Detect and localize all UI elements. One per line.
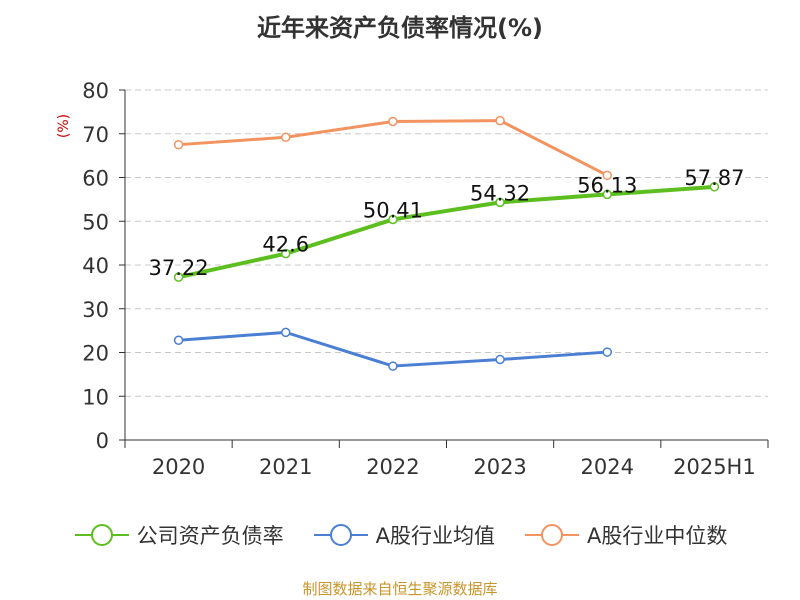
legend-item[interactable]: A股行业均值 bbox=[312, 520, 495, 550]
data-point bbox=[602, 189, 612, 200]
series-points bbox=[173, 115, 720, 371]
x-tick-label: 2022 bbox=[366, 455, 419, 479]
x-tick-label: 2021 bbox=[259, 455, 312, 479]
data-point bbox=[495, 197, 505, 208]
x-tick-label: 2020 bbox=[152, 455, 205, 479]
data-point bbox=[173, 335, 184, 345]
data-point bbox=[281, 248, 291, 259]
y-tick-label: 80 bbox=[82, 79, 109, 103]
y-tick-label: 20 bbox=[82, 342, 109, 366]
data-point bbox=[173, 272, 184, 282]
data-label: 50.41 bbox=[363, 198, 423, 222]
data-point bbox=[281, 327, 291, 338]
axes: 0 10 20 30 40 50 60 70 80 2020 2021 2022 2023 2024 202… bbox=[82, 79, 769, 479]
data-point bbox=[173, 139, 184, 150]
legend: 公司资产负债率 A股行业均值 A股行业中位数 bbox=[0, 520, 800, 550]
x-tick-label: 2024 bbox=[581, 455, 634, 479]
data-label: 54.32 bbox=[470, 181, 530, 205]
data-point bbox=[495, 354, 505, 365]
series-line bbox=[178, 184, 715, 280]
grid-lines bbox=[125, 89, 768, 397]
data-label: 42.6 bbox=[262, 233, 309, 257]
data-label: 57.87 bbox=[684, 166, 744, 190]
y-tick-label: 0 bbox=[96, 429, 109, 453]
legend-label: A股行业均值 bbox=[375, 524, 495, 548]
legend-marker bbox=[313, 524, 368, 546]
legend-item[interactable]: A股行业中位数 bbox=[523, 520, 727, 550]
source-note: 制图数据来自恒生聚源数据库 bbox=[302, 580, 498, 598]
y-tick-label: 40 bbox=[82, 254, 109, 278]
legend-label: A股行业中位数 bbox=[587, 524, 728, 548]
legend-label: 公司资产负债率 bbox=[136, 524, 284, 548]
data-point bbox=[388, 116, 398, 127]
chart-title: 近年来资产负债率情况(%) bbox=[257, 14, 543, 42]
y-tick-label: 70 bbox=[82, 123, 109, 147]
data-label: 56.13 bbox=[577, 173, 637, 197]
data-point bbox=[388, 361, 398, 371]
data-point bbox=[388, 214, 398, 225]
y-tick-label: 30 bbox=[82, 298, 109, 322]
legend-item[interactable]: 公司资产负债率 bbox=[73, 520, 284, 550]
data-point bbox=[709, 182, 720, 192]
data-point bbox=[495, 115, 505, 126]
data-point bbox=[602, 347, 612, 357]
series-line bbox=[178, 330, 608, 368]
legend-marker bbox=[74, 524, 129, 546]
data-point bbox=[602, 170, 612, 181]
series-lines bbox=[178, 119, 715, 368]
data-point bbox=[281, 132, 291, 142]
y-axis-label: (%) bbox=[56, 114, 72, 138]
series-line bbox=[178, 119, 608, 177]
data-labels: 37.22 42.6 50.41 54.32 56.13 57.87 bbox=[149, 166, 745, 280]
y-tick-label: 60 bbox=[82, 167, 109, 191]
data-label: 37.22 bbox=[149, 256, 209, 280]
x-tick-label: 2025H1 bbox=[673, 455, 756, 479]
y-tick-label: 10 bbox=[82, 385, 109, 409]
y-tick-label: 50 bbox=[82, 210, 109, 234]
legend-marker bbox=[525, 524, 579, 546]
x-tick-label: 2023 bbox=[473, 455, 526, 479]
